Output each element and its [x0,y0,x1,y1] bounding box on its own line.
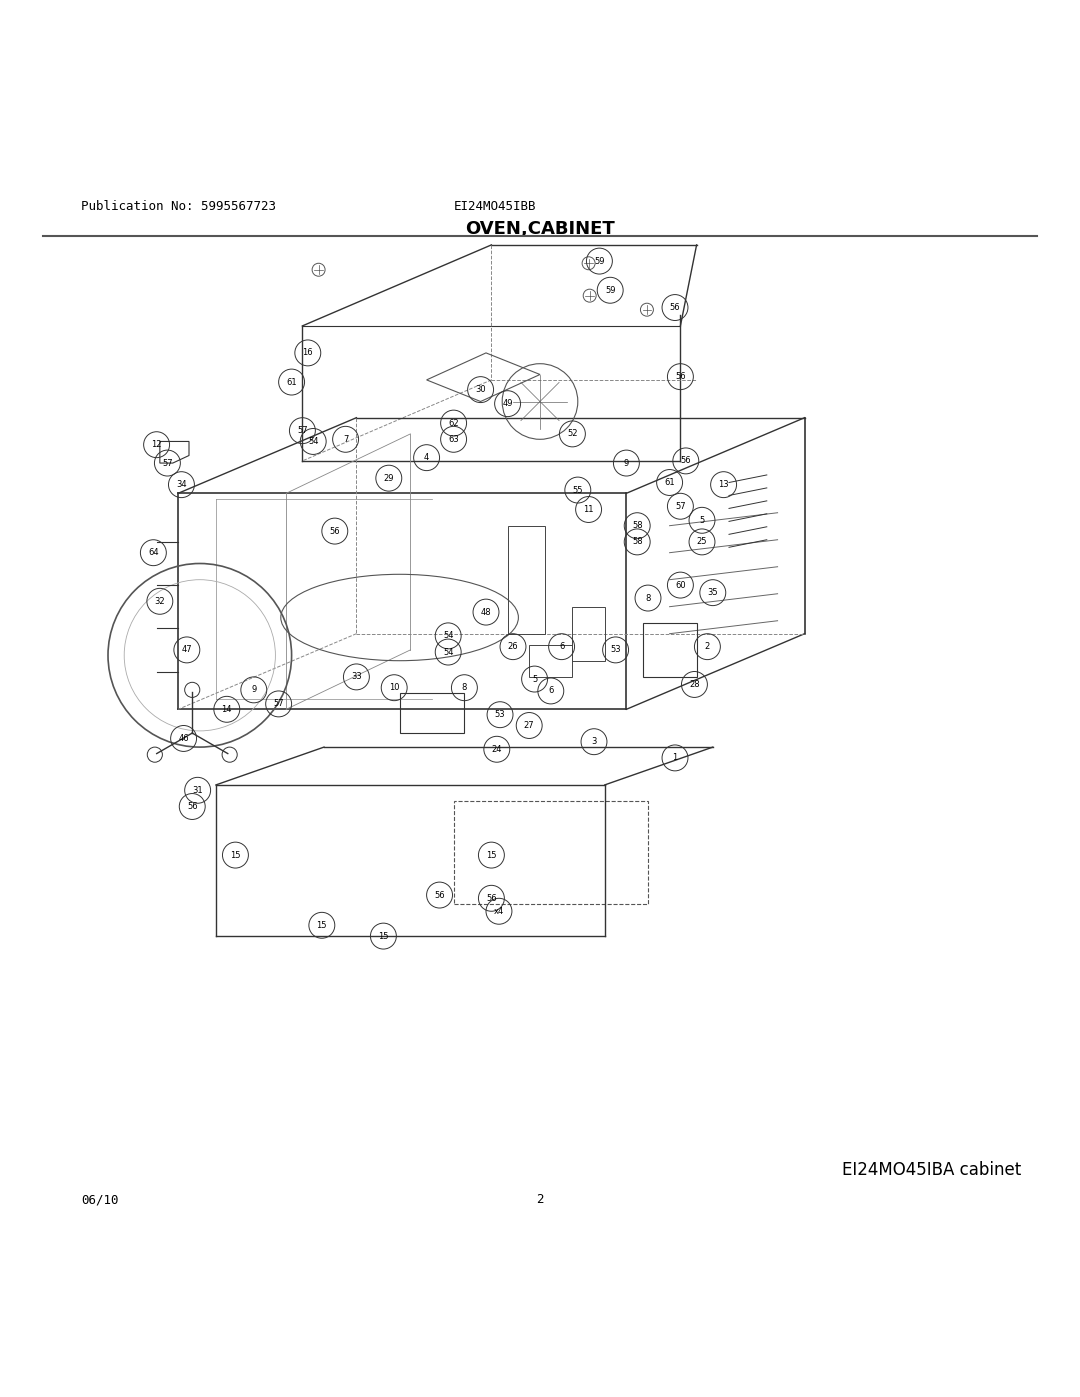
Text: 24: 24 [491,745,502,754]
Text: 30: 30 [475,386,486,394]
Text: 54: 54 [443,648,454,657]
Text: 64: 64 [148,548,159,557]
Text: 5: 5 [532,675,537,683]
Text: 60: 60 [675,581,686,590]
Text: EI24MO45IBA cabinet: EI24MO45IBA cabinet [842,1161,1022,1179]
Text: 57: 57 [675,502,686,511]
Text: 56: 56 [680,457,691,465]
Text: 5: 5 [700,515,704,525]
Text: 7: 7 [343,434,348,444]
Text: 15: 15 [316,921,327,930]
Text: 56: 56 [187,802,198,812]
Text: 26: 26 [508,643,518,651]
Text: 59: 59 [605,286,616,295]
Text: x4: x4 [494,907,504,916]
Text: 57: 57 [162,458,173,468]
Text: 15: 15 [230,851,241,859]
Text: 57: 57 [297,426,308,434]
Text: 35: 35 [707,588,718,597]
Text: 55: 55 [572,486,583,495]
Text: 27: 27 [524,721,535,731]
Text: 8: 8 [462,683,467,692]
Text: 56: 56 [329,527,340,535]
Text: 47: 47 [181,645,192,654]
Text: 11: 11 [583,504,594,514]
Text: 53: 53 [495,710,505,719]
Text: 8: 8 [646,594,650,602]
Text: 2: 2 [705,643,710,651]
Text: 56: 56 [670,303,680,312]
Text: 12: 12 [151,440,162,450]
Text: 59: 59 [594,257,605,265]
Text: 62: 62 [448,419,459,427]
Text: 61: 61 [664,478,675,488]
Text: 29: 29 [383,474,394,483]
Text: 61: 61 [286,377,297,387]
Text: 2: 2 [537,1193,543,1206]
Text: 32: 32 [154,597,165,606]
Text: 25: 25 [697,538,707,546]
Text: 57: 57 [273,700,284,708]
Text: 63: 63 [448,434,459,444]
Text: 9: 9 [624,458,629,468]
Text: 31: 31 [192,785,203,795]
Text: 3: 3 [592,738,596,746]
Text: 52: 52 [567,429,578,439]
Text: EI24MO45IBB: EI24MO45IBB [454,200,536,212]
Text: 28: 28 [689,680,700,689]
Text: 33: 33 [351,672,362,682]
Text: OVEN,CABINET: OVEN,CABINET [465,221,615,237]
Text: 46: 46 [178,733,189,743]
Text: 06/10: 06/10 [81,1193,119,1206]
Text: 15: 15 [378,932,389,940]
Text: 10: 10 [389,683,400,692]
Text: 14: 14 [221,705,232,714]
Text: 34: 34 [176,481,187,489]
Text: 54: 54 [443,631,454,640]
Text: 53: 53 [610,645,621,654]
Text: 1: 1 [673,753,677,763]
Text: 6: 6 [549,686,553,696]
Text: 15: 15 [486,851,497,859]
Text: 58: 58 [632,538,643,546]
Text: 56: 56 [675,372,686,381]
Text: 16: 16 [302,348,313,358]
Text: 6: 6 [559,643,564,651]
Text: 54: 54 [308,437,319,446]
Text: 9: 9 [252,686,256,694]
Text: 49: 49 [502,400,513,408]
Text: Publication No: 5995567723: Publication No: 5995567723 [81,200,276,212]
Text: 58: 58 [632,521,643,531]
Text: 4: 4 [424,453,429,462]
Text: 56: 56 [486,894,497,902]
Text: 13: 13 [718,481,729,489]
Text: 48: 48 [481,608,491,616]
Text: 56: 56 [434,890,445,900]
